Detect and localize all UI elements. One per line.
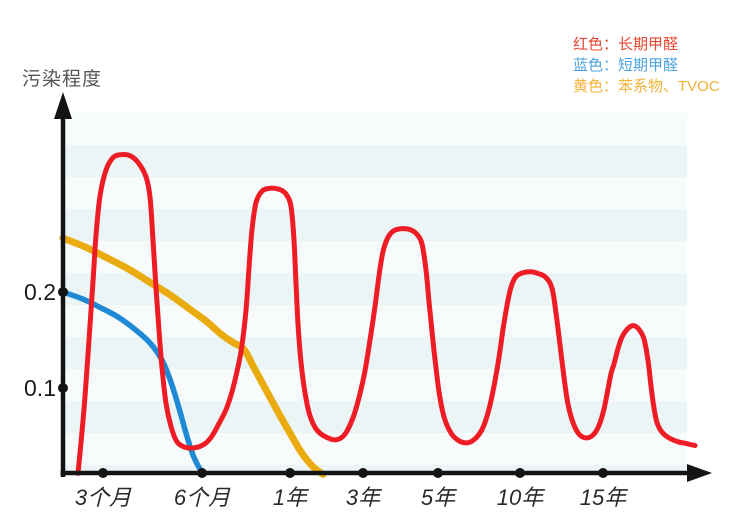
y-tick-label-0-1: 0.1 [24,375,56,401]
legend: 红色：长期甲醛 蓝色：短期甲醛 黄色：苯系物、TVOC [573,34,720,97]
legend-item-blue-shortterm-formaldehyde: 蓝色：短期甲醛 [573,57,679,74]
x-tick-label-1year: 1年 [272,485,308,510]
x-tick-label-3months: 3个月 [74,485,132,510]
y-axis-title: 污染程度 [22,69,103,90]
x-tick-label-6months: 6个月 [173,485,231,510]
y-tick-label-0-2: 0.2 [24,279,56,305]
legend-item-red-longterm-formaldehyde: 红色：长期甲醛 [573,36,679,53]
x-tick-label-3years: 3年 [345,485,381,510]
legend-item-yellow-benzene-tvoc: 黄色：苯系物、TVOC [573,78,720,95]
x-tick-label-10years: 10年 [496,485,544,510]
x-tick-label-5years: 5年 [420,485,456,510]
x-tick-label-15years: 15年 [579,485,627,510]
